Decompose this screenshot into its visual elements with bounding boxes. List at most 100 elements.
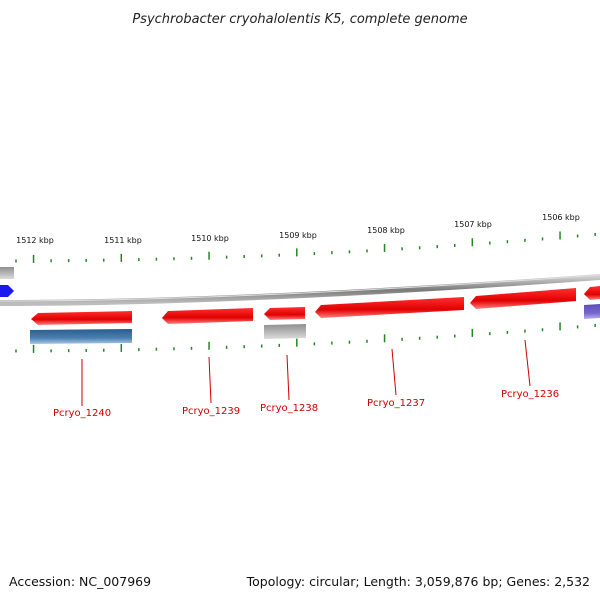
lower-minor-tick <box>138 348 140 352</box>
scale-label-1507: 1507 kbp <box>454 220 492 229</box>
upper-major-tick <box>296 248 298 257</box>
upper-minor-tick <box>15 259 17 263</box>
lower-minor-tick <box>489 332 491 336</box>
gene-label-pcryo-1237: Pcryo_1237 <box>367 398 425 409</box>
upper-major-tick <box>32 254 35 263</box>
lower-minor-tick <box>594 323 596 327</box>
blue-forward-gene <box>0 285 14 297</box>
gene-arrow-pcryo-1238 <box>264 307 305 320</box>
lower-major-tick <box>208 341 210 350</box>
forward-strand-features <box>0 267 14 297</box>
upper-minor-tick <box>331 251 333 255</box>
gene-label-pcryo-1238: Pcryo_1238 <box>260 403 318 414</box>
lower-major-tick <box>296 338 298 347</box>
gene-label-pcryo-1236: Pcryo_1236 <box>501 389 559 400</box>
lower-major-tick <box>471 328 474 337</box>
leader-line-pcryo-1236 <box>524 339 531 387</box>
lower-ticks <box>15 322 596 353</box>
topology-text: Topology: circular; Length: 3,059,876 bp… <box>246 574 590 589</box>
upper-minor-tick <box>103 258 105 262</box>
upper-minor-tick <box>541 237 544 241</box>
upper-minor-tick <box>50 259 52 263</box>
upper-minor-tick <box>576 234 579 238</box>
scale-label-1510: 1510 kbp <box>191 234 229 243</box>
lower-minor-tick <box>50 349 52 353</box>
upper-minor-tick <box>313 252 316 256</box>
lower-minor-tick <box>190 346 193 350</box>
lower-minor-tick <box>278 343 280 347</box>
upper-minor-tick <box>401 247 403 251</box>
upper-major-tick <box>120 253 123 262</box>
lower-minor-tick <box>454 334 456 338</box>
blue-feature-box <box>30 329 132 344</box>
gene-labels: Pcryo_1240 Pcryo_1239 Pcryo_1238 Pcryo_1… <box>53 339 559 419</box>
grey-feature-left-edge <box>0 267 14 279</box>
lower-minor-tick <box>85 348 87 352</box>
lower-major-tick <box>559 322 561 331</box>
lower-minor-tick <box>366 339 368 343</box>
scale-upper-track: 1512 kbp 1511 kbp 1510 kbp 1509 kbp 1508… <box>15 213 596 263</box>
gene-label-pcryo-1240: Pcryo_1240 <box>53 408 111 419</box>
lower-minor-tick <box>155 347 158 351</box>
upper-minor-tick <box>260 254 263 258</box>
gene-arrow-pcryo-1239 <box>162 308 253 324</box>
lower-minor-tick <box>260 344 263 348</box>
upper-minor-tick <box>418 246 421 250</box>
upper-minor-tick <box>155 257 158 261</box>
upper-minor-tick <box>138 258 140 262</box>
lower-minor-tick <box>225 345 228 349</box>
scale-label-1508: 1508 kbp <box>367 226 405 235</box>
lower-minor-tick <box>331 341 333 345</box>
upper-major-tick <box>559 231 561 240</box>
gene-arrow-pcryo-1236 <box>470 288 576 309</box>
lower-minor-tick <box>243 345 245 349</box>
map-title: Psychrobacter cryohalolentis K5, complet… <box>132 12 467 27</box>
upper-major-tick <box>208 251 210 260</box>
upper-minor-tick <box>348 250 351 254</box>
upper-minor-tick <box>173 257 175 261</box>
upper-major-tick <box>383 243 386 252</box>
upper-minor-tick <box>190 256 193 260</box>
gene-arrow-right-edge <box>584 286 600 300</box>
upper-minor-tick <box>524 238 526 242</box>
scale-label-1512: 1512 kbp <box>16 236 54 245</box>
upper-minor-tick <box>489 241 491 245</box>
upper-minor-tick <box>243 255 245 259</box>
upper-minor-tick <box>366 249 368 253</box>
leader-line-pcryo-1239 <box>208 356 212 404</box>
lower-minor-tick <box>524 329 526 333</box>
lower-major-tick <box>383 334 386 343</box>
lower-major-tick <box>32 344 35 353</box>
upper-minor-tick <box>67 259 70 263</box>
upper-minor-tick <box>225 255 228 259</box>
gene-label-pcryo-1239: Pcryo_1239 <box>182 406 240 417</box>
scale-label-1509: 1509 kbp <box>279 231 317 240</box>
lower-minor-tick <box>348 340 351 344</box>
lower-minor-tick <box>103 348 105 352</box>
upper-minor-tick <box>506 240 509 244</box>
scale-label-1511: 1511 kbp <box>104 236 142 245</box>
upper-minor-tick <box>278 253 280 257</box>
lower-major-tick <box>120 343 123 352</box>
lower-features <box>30 304 600 344</box>
genome-backbone <box>0 274 600 306</box>
accession-text: Accession: NC_007969 <box>9 574 151 589</box>
purple-feature-box <box>584 304 600 319</box>
lower-minor-tick <box>541 328 544 332</box>
lower-minor-tick <box>506 330 509 334</box>
upper-major-tick <box>471 238 474 247</box>
scale-label-1506: 1506 kbp <box>542 213 580 222</box>
upper-minor-tick <box>594 232 596 236</box>
upper-minor-tick <box>85 258 87 262</box>
reverse-strand-genes <box>31 286 600 325</box>
lower-minor-tick <box>67 349 70 353</box>
lower-minor-tick <box>418 336 421 340</box>
gene-arrow-pcryo-1237 <box>315 297 464 318</box>
lower-minor-tick <box>401 337 403 341</box>
upper-minor-tick <box>454 243 456 247</box>
lower-minor-tick <box>15 349 17 353</box>
genome-backbone-highlight <box>0 274 600 302</box>
upper-minor-tick <box>436 245 438 249</box>
lower-minor-tick <box>313 342 316 346</box>
